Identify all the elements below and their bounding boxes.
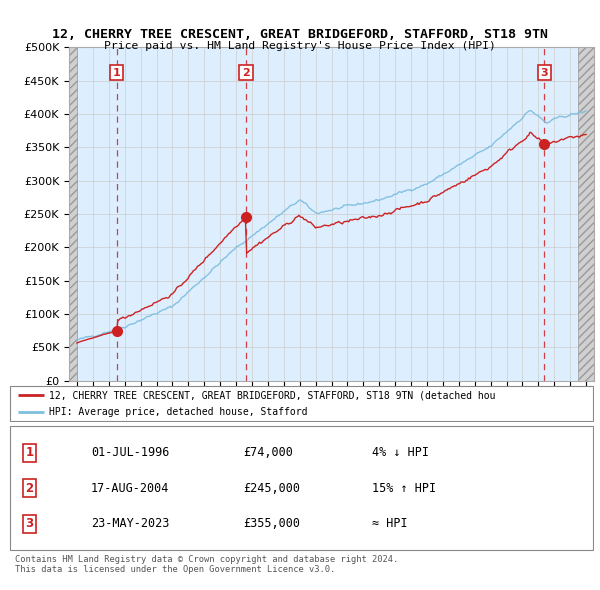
Text: £74,000: £74,000 bbox=[243, 446, 293, 459]
Text: 2: 2 bbox=[242, 67, 250, 77]
Text: This data is licensed under the Open Government Licence v3.0.: This data is licensed under the Open Gov… bbox=[15, 565, 335, 574]
Text: 17-AUG-2004: 17-AUG-2004 bbox=[91, 481, 169, 495]
Text: 3: 3 bbox=[25, 517, 34, 530]
Bar bbox=[578, 47, 594, 381]
Bar bbox=[69, 47, 77, 381]
Text: £245,000: £245,000 bbox=[243, 481, 300, 495]
Text: Contains HM Land Registry data © Crown copyright and database right 2024.: Contains HM Land Registry data © Crown c… bbox=[15, 555, 398, 563]
Text: 23-MAY-2023: 23-MAY-2023 bbox=[91, 517, 169, 530]
FancyBboxPatch shape bbox=[10, 426, 593, 550]
Text: 1: 1 bbox=[25, 446, 34, 459]
Text: £355,000: £355,000 bbox=[243, 517, 300, 530]
Text: 1: 1 bbox=[113, 67, 121, 77]
Text: Price paid vs. HM Land Registry's House Price Index (HPI): Price paid vs. HM Land Registry's House … bbox=[104, 41, 496, 51]
Text: 4% ↓ HPI: 4% ↓ HPI bbox=[372, 446, 428, 459]
Text: ≈ HPI: ≈ HPI bbox=[372, 517, 407, 530]
Text: 01-JUL-1996: 01-JUL-1996 bbox=[91, 446, 169, 459]
Text: 3: 3 bbox=[541, 67, 548, 77]
Text: 2: 2 bbox=[25, 481, 34, 495]
Text: 12, CHERRY TREE CRESCENT, GREAT BRIDGEFORD, STAFFORD, ST18 9TN: 12, CHERRY TREE CRESCENT, GREAT BRIDGEFO… bbox=[52, 28, 548, 41]
Text: 12, CHERRY TREE CRESCENT, GREAT BRIDGEFORD, STAFFORD, ST18 9TN (detached hou: 12, CHERRY TREE CRESCENT, GREAT BRIDGEFO… bbox=[49, 390, 495, 400]
FancyBboxPatch shape bbox=[10, 386, 593, 421]
Text: 15% ↑ HPI: 15% ↑ HPI bbox=[372, 481, 436, 495]
Text: HPI: Average price, detached house, Stafford: HPI: Average price, detached house, Staf… bbox=[49, 407, 307, 417]
